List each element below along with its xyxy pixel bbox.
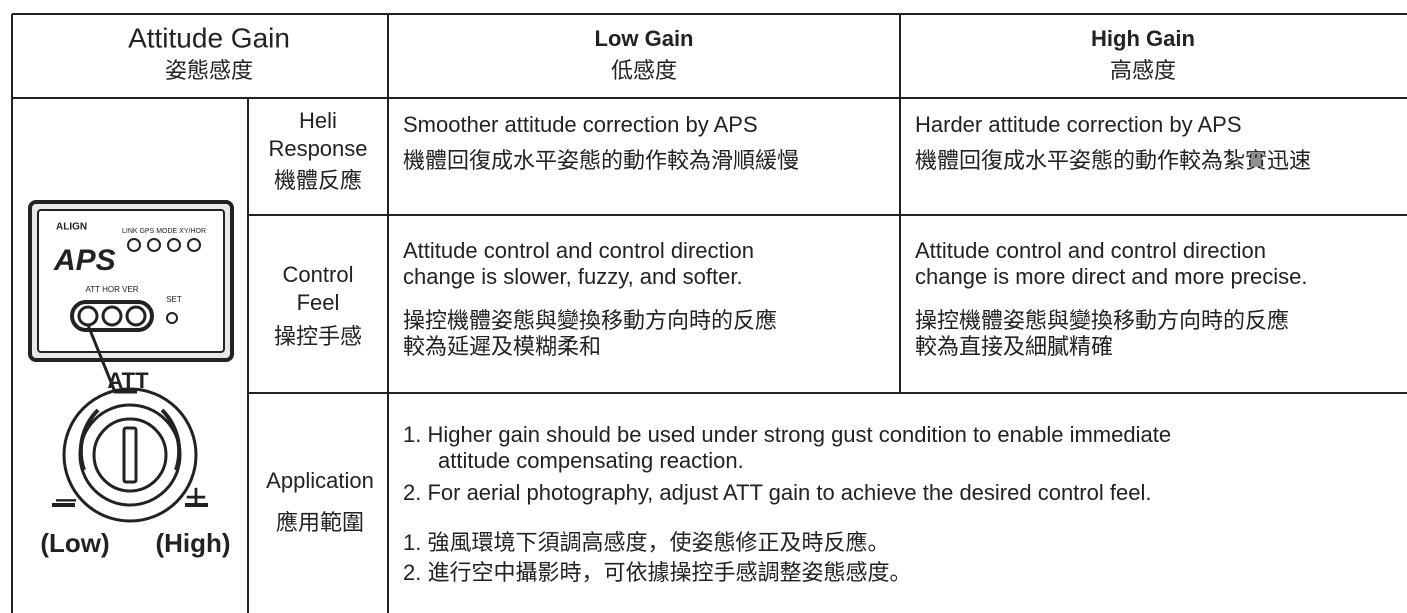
row-label: Application: [266, 468, 374, 493]
low-gain-text: Attitude control and control direction: [403, 238, 754, 263]
column-subtitle: 低感度: [611, 58, 677, 83]
row-label: Heli: [299, 108, 337, 133]
application-text: 1. 強風環境下須調高感度，使姿態修正及時反應。: [403, 530, 889, 555]
high-gain-text: 操控機體姿態與變換移動方向時的反應: [915, 308, 1289, 333]
high-gain-text: 較為直接及細膩精確: [915, 334, 1113, 359]
row-label: 操控手感: [274, 324, 362, 349]
high-gain-text: Harder attitude correction by APS: [915, 112, 1242, 137]
column-title: High Gain: [1091, 26, 1195, 51]
row-label: Feel: [297, 290, 340, 315]
low-gain-text: change is slower, fuzzy, and softer.: [403, 264, 743, 289]
low-gain-text: 較為延遲及模糊柔和: [403, 334, 601, 359]
low-gain-text: 機體回復成水平姿態的動作較為滑順緩慢: [403, 148, 799, 173]
row-label: Response: [268, 136, 367, 161]
high-gain-text: 機體回復成水平姿態的動作較為紮實迅速: [915, 148, 1311, 173]
column-title: Low Gain: [595, 26, 694, 51]
row-label: 機體反應: [274, 168, 362, 193]
device-brand: ALIGN: [56, 222, 87, 233]
high-gain-text: change is more direct and more precise.: [915, 264, 1308, 289]
minus-sign: –: [56, 477, 76, 518]
row-label: Control: [283, 262, 354, 287]
plus-sign: +: [185, 477, 207, 519]
page: Attitude Gain 姿態感度 Low Gain 低感度 High Gain 高感度…: [0, 0, 1407, 613]
device-knobs: ATT HOR VER: [85, 285, 138, 294]
header-title: Attitude Gain: [128, 22, 290, 53]
header-title-zh: 姿態感度: [165, 58, 253, 83]
application-text: 2. For aerial photography, adjust ATT ga…: [403, 480, 1151, 505]
row-label: 應用範圍: [276, 510, 364, 535]
column-subtitle: 高感度: [1110, 58, 1176, 83]
knob-label: ATT: [107, 368, 149, 393]
device-logo: APS: [53, 244, 116, 277]
device-set: SET: [166, 295, 182, 304]
application-text: 1. Higher gain should be used under stro…: [403, 422, 1171, 447]
low-gain-text: 操控機體姿態與變換移動方向時的反應: [403, 308, 777, 333]
low-gain-text: Smoother attitude correction by APS: [403, 112, 758, 137]
low-label: (Low): [40, 528, 109, 558]
application-text: 2. 進行空中攝影時，可依據操控手感調整姿態感度。: [403, 560, 911, 585]
application-text: attitude compensating reaction.: [438, 448, 744, 473]
device-indicators: LINK GPS MODE XY/HOR: [122, 228, 206, 235]
high-label: (High): [155, 528, 230, 558]
high-gain-text: Attitude control and control direction: [915, 238, 1266, 263]
